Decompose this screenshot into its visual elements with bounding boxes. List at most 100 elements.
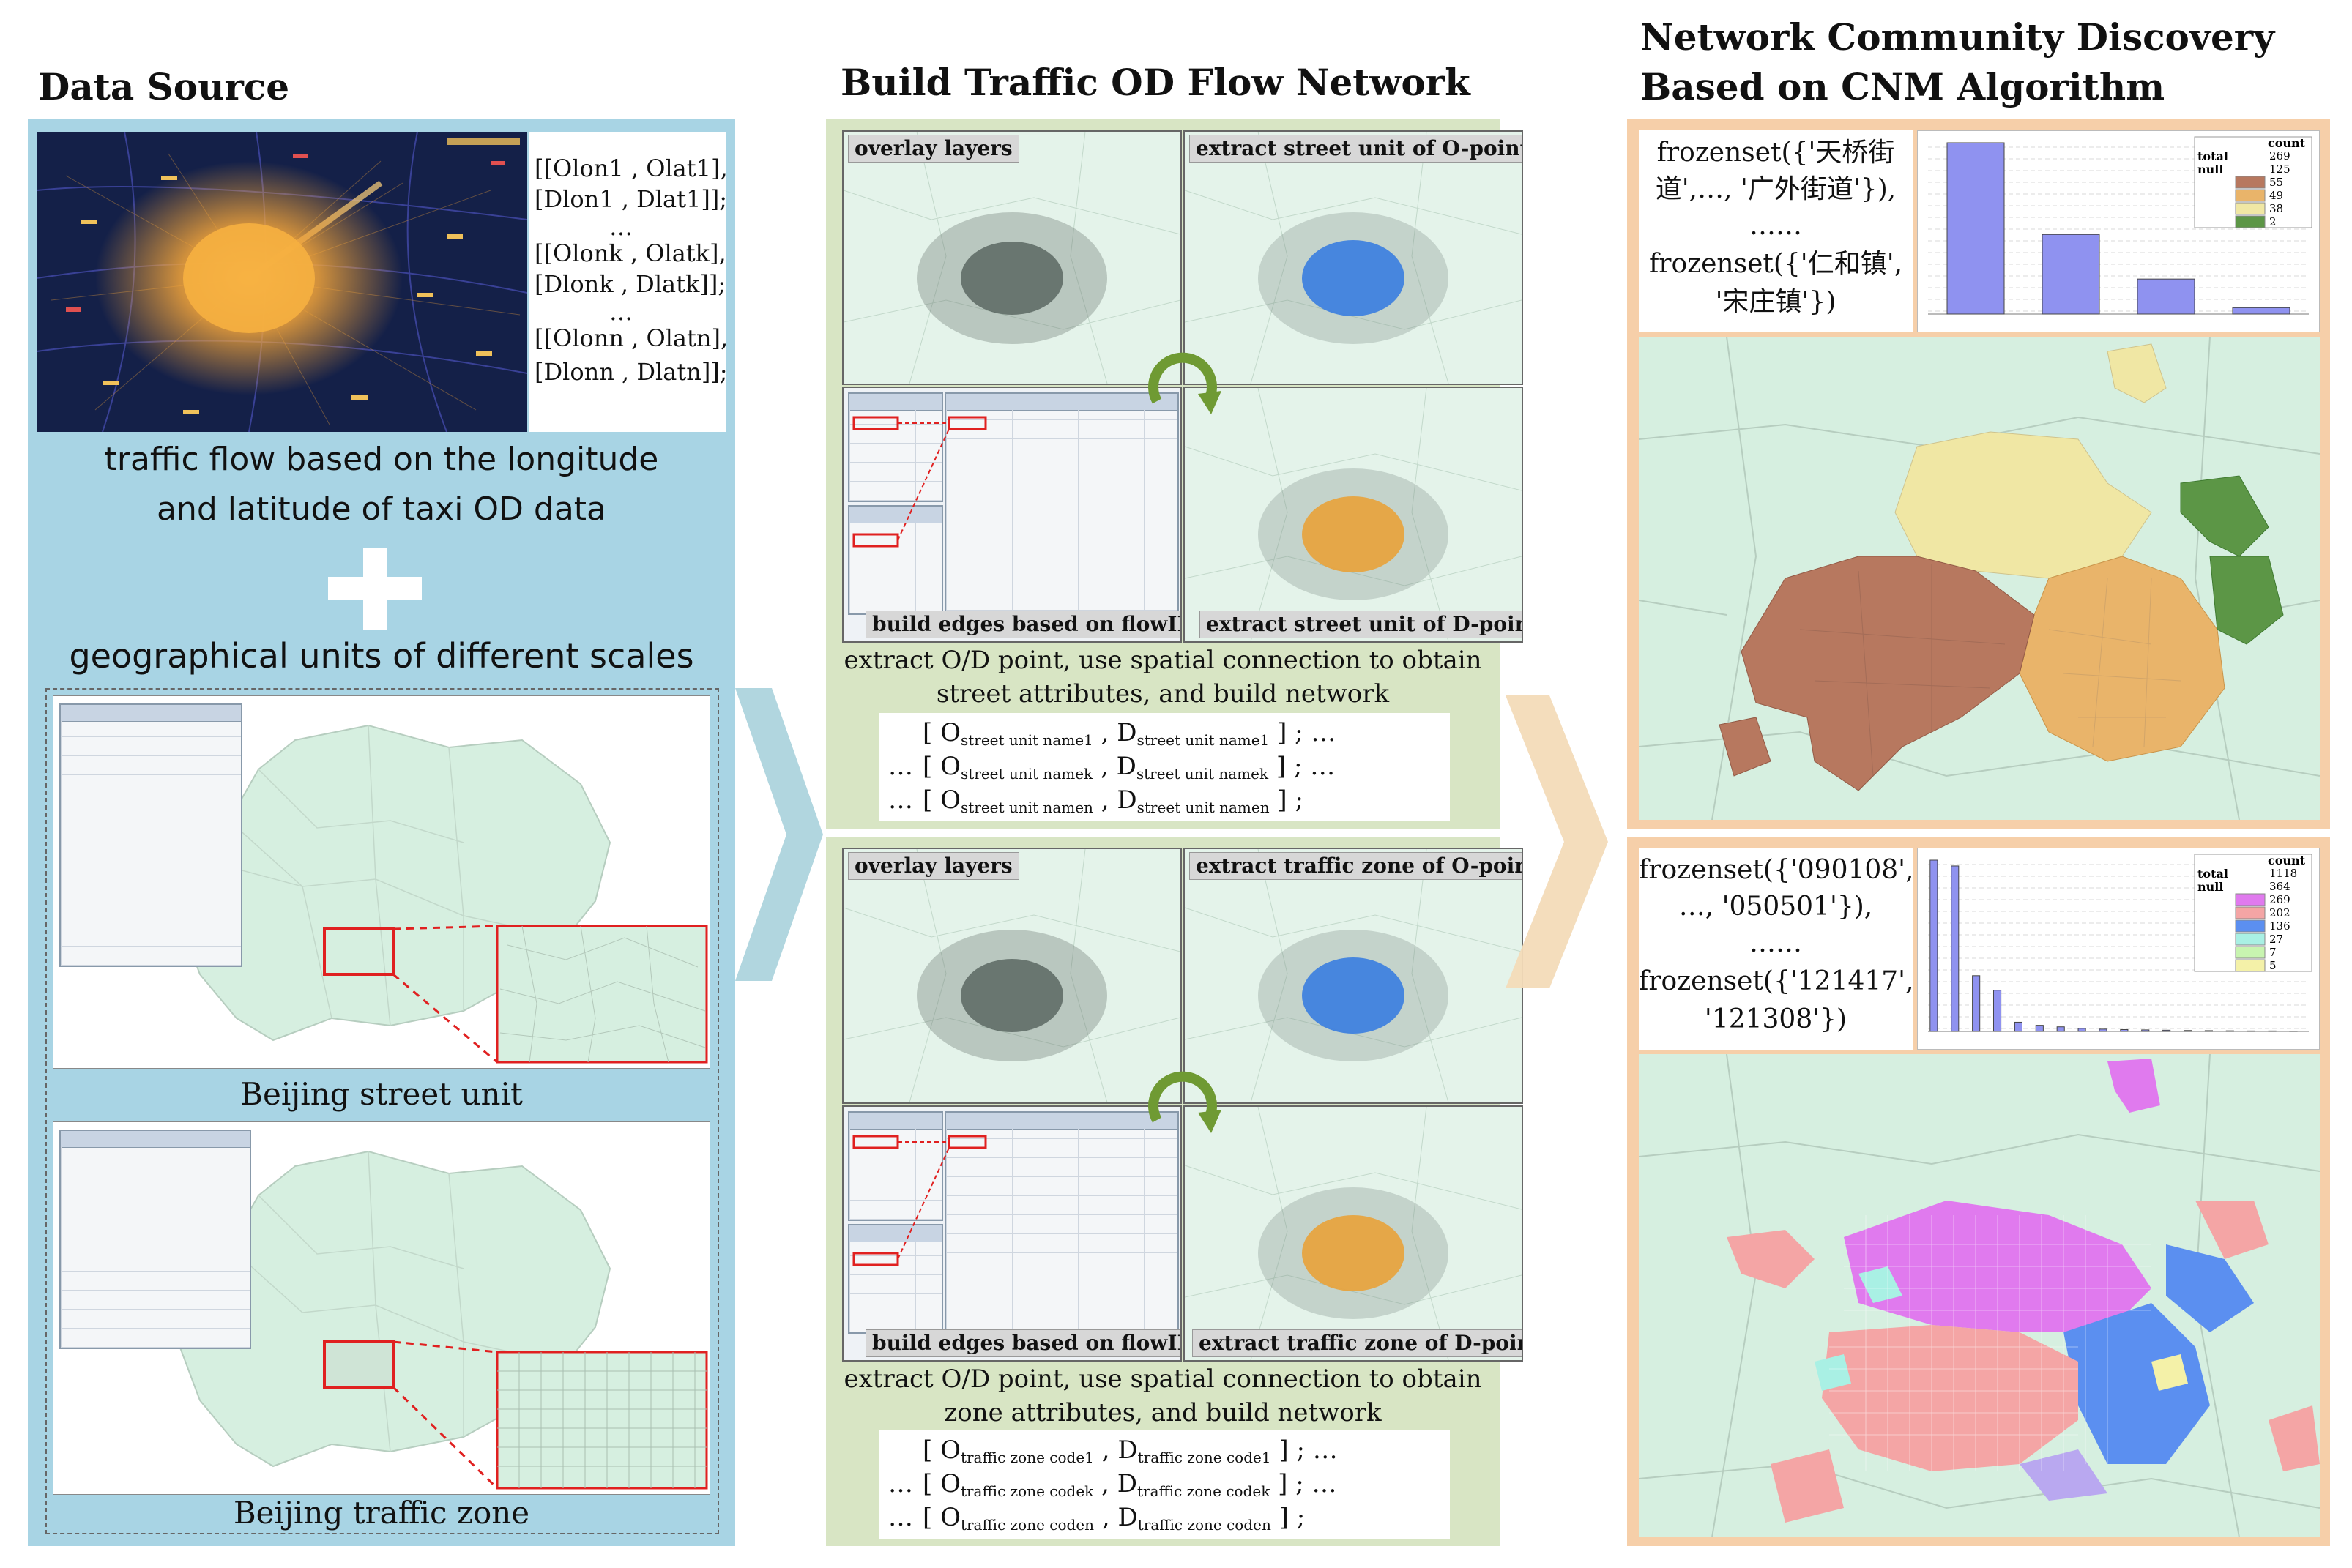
street-hist-legend-total-null: total [2197,149,2228,163]
zone-attribute-table [59,1130,251,1349]
zone-hist-bar [2014,1021,2022,1032]
street-hist-legend-swatch [2235,149,2266,163]
zone-network-caption-2: zone attributes, and build network [944,1398,1382,1427]
zone-extract-o-label: extract traffic zone of O-point [1189,852,1522,880]
zone-od-rows: [ Otraffic zone code1 , Dtraffic zone co… [879,1430,1450,1539]
street-frozen-2: 道',…, '广外街道'}), [1655,174,1897,204]
zone-hist-legend-swatch [2235,867,2266,880]
od-line-7: [[Olonn , Olatn], [535,324,729,352]
community-title-line2: Based on CNM Algorithm [1640,65,2165,108]
street-od-row-1: [ Ostreet unit name1 , Dstreet unit name… [923,718,1336,749]
od-line-4: [[Olonk , Olatk], [535,239,726,267]
od-line-1: [[Olon1 , Olat1], [535,154,728,182]
zone-hist-legend-label: 5 [2269,959,2277,972]
geo-units-container [45,688,719,1534]
plus-icon [328,548,422,630]
street-network-caption-2: street attributes, and build network [936,679,1390,709]
od-line-3: … [609,213,633,241]
zone-extract-o-tile: extract traffic zone of O-point [1183,848,1523,1104]
zone-overlay-label: overlay layers [848,852,1019,880]
taxi-caption-line1: traffic flow based on the longitude [104,441,659,478]
od-line-5: [Dlonk , Dlatk]]; [535,270,726,298]
community-title-line1: Network Community Discovery [1640,15,2275,59]
street-hist-legend-label: 2 [2269,215,2277,228]
street-network-caption-1: extract O/D point, use spatial connectio… [844,646,1482,675]
zone-hist-bar [2141,1029,2150,1032]
zone-hist-legend-swatch [2235,919,2266,933]
zone-hist-legend-swatch [2235,880,2266,893]
zone-frozen-2: …, '050501'}), [1678,892,1873,922]
zone-hist-bar [1951,865,1960,1032]
street-hist-bar [1946,142,2005,315]
street-overlay-label: overlay layers [848,135,1019,163]
od-line-6: … [609,298,633,326]
street-od-rows: [ Ostreet unit name1 , Dstreet unit name… [879,713,1450,821]
cycle-arrow-icon-street [1148,352,1221,414]
zone-hist-legend-label: 1118 [2269,867,2297,880]
street-hist-bar [2232,307,2290,315]
zone-hist-legend-swatch [2235,946,2266,959]
build-network-title: Build Traffic OD Flow Network [841,61,1470,104]
zone-od-row-2: …[ Otraffic zone codek , Dtraffic zone c… [888,1469,1337,1500]
street-hist-legend-swatch [2235,176,2266,189]
zone-extract-d-tile: extract traffic zone of D-point [1183,1105,1523,1362]
street-hist-legend-label: 38 [2269,202,2283,215]
street-od-box [879,713,1450,821]
zone-hist-legend-label: 269 [2269,893,2290,906]
geo-caption: geographical units of different scales [69,636,694,676]
street-od-row-2: …[ Ostreet unit namek , Dstreet unit nam… [888,752,1336,783]
zone-hist-legend-title: count [2268,854,2306,867]
street-extract-o-tile: extract street unit of O-point [1183,130,1523,385]
zone-hist-legend-swatch [2235,906,2266,919]
zone-hist-bar [2056,1026,2065,1032]
zone-od-row-1: [ Otraffic zone code1 , Dtraffic zone co… [923,1436,1338,1466]
zone-network-caption-1: extract O/D point, use spatial connectio… [844,1364,1482,1394]
zone-hist-legend-total-null: total [2197,867,2228,881]
od-line-2: [Dlon1 , Dlat1]]; [535,185,728,213]
zone-build-edges-label: build edges based on flowID [866,1329,1180,1357]
od-coordinate-box: [[Olon1 , Olat1], [Dlon1 , Dlat1]]; … [[… [529,132,729,432]
zone-hist-bar [1929,859,1938,1032]
zone-build-edges-tile: build edges based on flowID [842,1105,1182,1362]
flow-arrow-1 [735,688,823,981]
flow-arrow-2 [1506,695,1608,988]
street-hist-legend-label: 55 [2269,176,2283,189]
zone-hist-bar [1972,975,1981,1032]
street-hist-legend-label: 49 [2269,189,2283,202]
zone-od-row-3: …[ Otraffic zone coden , Dtraffic zone c… [888,1503,1306,1534]
data-source-title: Data Source [38,65,290,108]
street-frozen-1: frozenset({'天桥街 [1656,138,1895,168]
zone-community-map [1639,1054,2320,1537]
street-overlay-tile: overlay layers [842,130,1182,385]
zone-extract-d-label: extract traffic zone of D-point [1192,1329,1522,1357]
taxi-caption-line2: and latitude of taxi OD data [156,490,607,528]
zone-hist-legend-swatch [2235,959,2266,972]
street-hist-legend-swatch [2235,189,2266,202]
street-unit-caption: Beijing street unit [240,1076,523,1112]
street-hist-legend-swatch [2235,215,2266,228]
zone-hist-bar [2120,1028,2129,1032]
street-od-row-3: …[ Ostreet unit namen , Dstreet unit nam… [888,785,1303,816]
zone-hist-legend-label: 136 [2269,919,2290,933]
street-hist-legend-label: 125 [2269,163,2290,176]
zone-histogram: count total null 1118 364 269 202 136 27 7 5 [1917,848,2320,1050]
street-build-edges-label: build edges based on flowID [866,611,1180,638]
street-extract-o-label: extract street unit of O-point [1189,135,1522,163]
zone-hist-legend-label: 7 [2269,946,2277,959]
zone-frozen-4: frozenset({'121417', [1639,966,1914,996]
zone-frozen-5: '121308'}) [1704,1004,1847,1034]
zone-hist-bar [2035,1025,2044,1032]
street-attribute-table [59,703,242,967]
street-frozen-4: frozenset({'仁和镇', [1648,249,1903,279]
traffic-zone-tile [53,1121,710,1495]
street-frozen-5: '宋庄镇'}) [1715,287,1836,317]
zone-od-box [879,1430,1450,1539]
street-hist-legend-title: count [2268,136,2306,150]
zone-hist-legend-label: 364 [2269,880,2290,893]
cycle-arrow-icon-zone [1148,1071,1221,1133]
street-hist-legend-swatch [2235,163,2266,176]
street-community-map [1639,337,2320,820]
zone-frozen-1: frozenset({'090108', [1639,855,1914,885]
street-frozen-3: …… [1749,211,1802,241]
street-extract-d-label: extract street unit of D-point [1199,611,1522,638]
